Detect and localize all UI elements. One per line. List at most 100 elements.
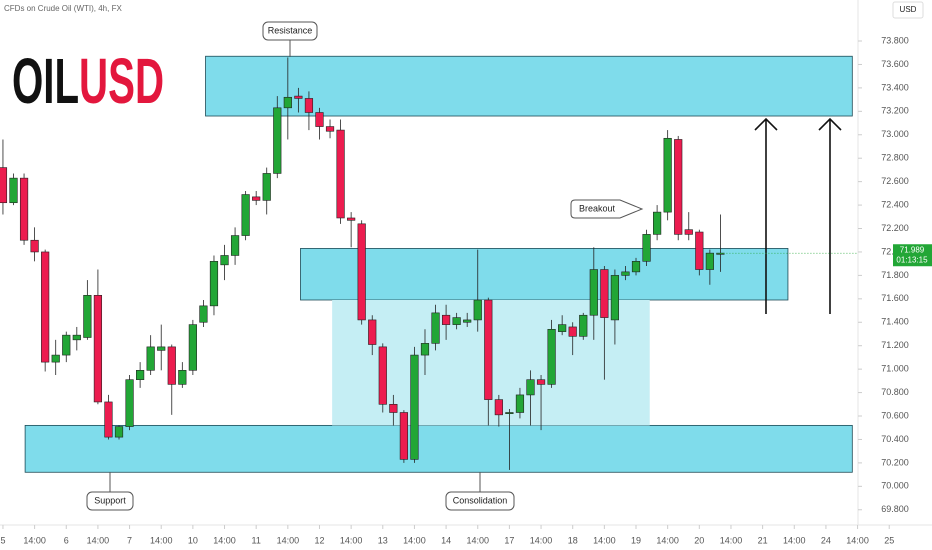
x-tick-label: 14:00 xyxy=(150,535,173,545)
x-tick-label: 14:00 xyxy=(656,535,679,545)
callout-text: Support xyxy=(94,495,126,505)
candle-body xyxy=(157,346,166,351)
candle-body xyxy=(315,112,324,127)
candle-body xyxy=(368,319,377,345)
x-tick-label: 14:00 xyxy=(466,535,489,545)
y-tick-label: 71.200 xyxy=(881,340,909,350)
candle-body xyxy=(188,324,197,371)
logo-part: OIL xyxy=(12,45,79,117)
candle-body xyxy=(273,107,282,174)
arrow-head xyxy=(754,117,778,131)
candle-body xyxy=(83,295,92,338)
candle-body xyxy=(262,173,271,201)
candle-body xyxy=(220,255,229,266)
candle-body xyxy=(347,217,356,221)
x-tick-label: 19 xyxy=(631,535,641,545)
x-tick-label: 7 xyxy=(127,535,132,545)
candle-body xyxy=(505,412,514,415)
candle-body xyxy=(399,412,408,460)
y-tick-label: 71.600 xyxy=(881,293,909,303)
candle-body xyxy=(473,299,482,321)
candle-body xyxy=(51,354,60,363)
candle-body xyxy=(621,271,630,276)
candle-body xyxy=(610,275,620,321)
x-tick-label: 14:00 xyxy=(530,535,553,545)
x-tick-label: 13 xyxy=(378,535,388,545)
header: CFDs on Crude Oil (WTI), 4h, FX xyxy=(4,4,122,13)
callout-box xyxy=(86,491,134,511)
candle-body xyxy=(653,211,662,235)
candle-body xyxy=(178,370,187,385)
arrows xyxy=(754,117,842,314)
candle-body xyxy=(241,194,250,236)
candle-body xyxy=(579,314,588,337)
candle-body xyxy=(526,379,535,396)
x-tick-label: 5 xyxy=(0,535,5,545)
x-tick-label: 12 xyxy=(314,535,324,545)
plot-area xyxy=(0,55,853,473)
candle-body xyxy=(283,96,292,109)
y-tick-label: 73.200 xyxy=(881,106,909,116)
candle-body xyxy=(62,334,71,356)
candle-body xyxy=(325,126,335,132)
candle-body xyxy=(631,261,641,273)
y-tick-label: 70.000 xyxy=(881,481,909,491)
candle-body xyxy=(9,177,18,204)
y-tick-label: 71.400 xyxy=(881,317,909,327)
callout-box xyxy=(262,21,318,41)
candle-body xyxy=(695,231,704,270)
candle-body xyxy=(199,305,208,323)
candle-body xyxy=(494,399,503,416)
x-tick-label: 10 xyxy=(188,535,198,545)
candle-body xyxy=(484,299,493,400)
y-tick-label: 73.000 xyxy=(881,129,909,139)
x-tick-label: 14:00 xyxy=(87,535,110,545)
y-tick-label: 69.800 xyxy=(881,504,909,514)
candle-body xyxy=(589,269,598,316)
candle-body xyxy=(209,261,219,307)
candle-body xyxy=(294,95,303,99)
candle-body xyxy=(125,379,134,427)
candle-body xyxy=(536,379,546,385)
candle-body xyxy=(452,317,461,325)
y-tick-label: 73.400 xyxy=(881,82,909,92)
candle-body xyxy=(104,401,113,438)
callout-box xyxy=(570,199,644,219)
y-tick-label: 70.200 xyxy=(881,457,909,467)
y-tick-label: 72.600 xyxy=(881,176,909,186)
candle-body xyxy=(252,196,261,201)
callout-box xyxy=(445,491,515,511)
candle-body xyxy=(230,235,240,256)
candle-body xyxy=(420,343,430,356)
candle-body xyxy=(431,312,440,344)
candle-body xyxy=(93,295,103,403)
candle-body xyxy=(389,403,398,413)
x-tick-label: 17 xyxy=(504,535,514,545)
callout-text: Resistance xyxy=(268,25,313,35)
callouts: Resistance Support Consolidation Breakou… xyxy=(86,21,644,511)
candle-body xyxy=(336,129,345,219)
x-tick-label: 6 xyxy=(64,535,69,545)
candle-body xyxy=(663,137,672,213)
callout-text: Breakout xyxy=(579,203,616,213)
y-tick-label: 72.400 xyxy=(881,199,909,209)
candle-body xyxy=(705,252,714,270)
x-tick-label: 14:00 xyxy=(403,535,426,545)
y-tick-label: 71.000 xyxy=(881,364,909,374)
candle-body xyxy=(0,167,8,204)
x-tick-label: 20 xyxy=(694,535,704,545)
y-tick-label: 72.200 xyxy=(881,223,909,233)
y-tick-label: 70.400 xyxy=(881,434,909,444)
x-tick-label: 14:00 xyxy=(277,535,300,545)
candle-body xyxy=(441,314,451,325)
candle-body xyxy=(410,354,419,460)
x-tick-label: 14:00 xyxy=(213,535,236,545)
x-tick-label: 25 xyxy=(884,535,894,545)
candle-body xyxy=(357,223,366,321)
y-tick-label: 71.800 xyxy=(881,270,909,280)
currency-box xyxy=(892,1,924,19)
candle-body xyxy=(515,394,525,413)
price-zone xyxy=(24,424,853,473)
x-tick-label: 24 xyxy=(821,535,831,545)
